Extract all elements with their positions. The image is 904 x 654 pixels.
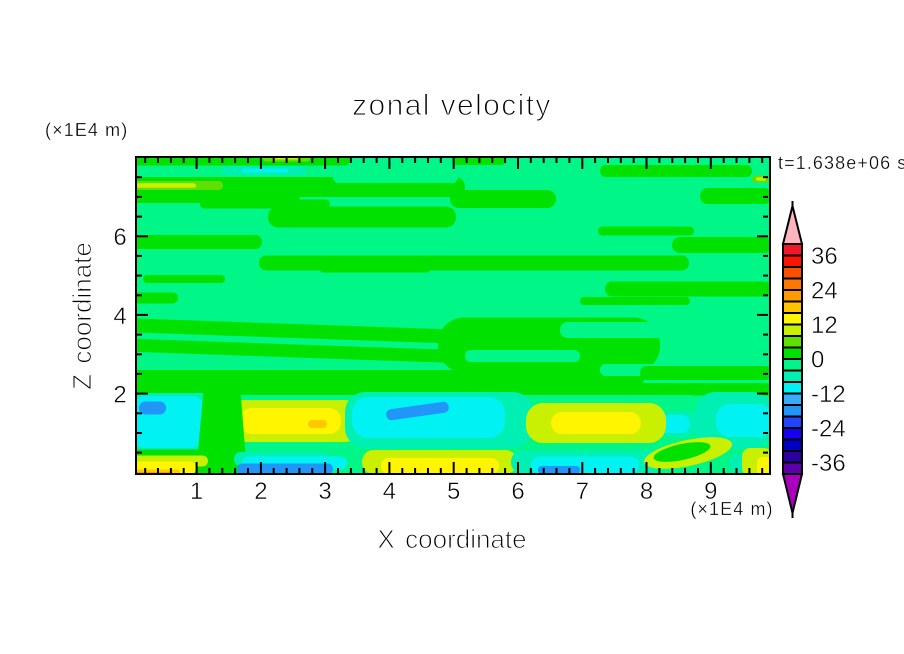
svg-text:-36: -36 [811, 450, 846, 477]
svg-text:12: 12 [811, 312, 838, 339]
svg-text:X coordinate: X coordinate [377, 524, 526, 554]
svg-text:24: 24 [811, 278, 838, 305]
svg-text:4: 4 [383, 478, 396, 505]
svg-text:7: 7 [576, 478, 589, 505]
svg-text:(×1E4 m): (×1E4 m) [690, 499, 773, 519]
svg-text:(×1E4 m): (×1E4 m) [45, 120, 128, 140]
svg-text:-12: -12 [811, 381, 846, 408]
svg-text:1: 1 [190, 478, 203, 505]
svg-text:8: 8 [640, 478, 653, 505]
svg-text:9: 9 [704, 478, 717, 505]
svg-text:3: 3 [318, 478, 331, 505]
svg-text:5: 5 [447, 478, 460, 505]
svg-text:zonal velocity: zonal velocity [352, 89, 552, 122]
svg-text:-24: -24 [811, 416, 846, 443]
svg-text:4: 4 [113, 303, 126, 330]
svg-text:36: 36 [811, 243, 838, 270]
svg-text:6: 6 [113, 224, 126, 251]
svg-text:6: 6 [511, 478, 524, 505]
svg-text:0: 0 [811, 347, 824, 374]
svg-text:2: 2 [113, 382, 126, 409]
svg-text:t=1.638e+06 s: t=1.638e+06 s [778, 153, 904, 173]
svg-text:2: 2 [254, 478, 267, 505]
svg-text:Z coordinate: Z coordinate [67, 242, 97, 390]
